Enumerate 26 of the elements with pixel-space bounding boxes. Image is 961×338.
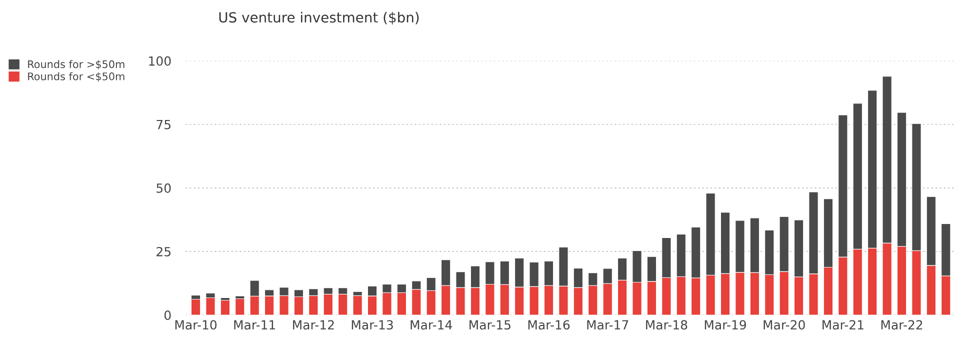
x-tick-label: Mar-22 <box>881 320 922 330</box>
x-tick-label: Mar-12 <box>293 320 334 330</box>
legend-label: Rounds for >$50m <box>28 60 124 70</box>
y-tick-label: 75 <box>156 120 170 130</box>
y-tick-label: 50 <box>156 183 171 193</box>
bar <box>220 300 230 316</box>
x-tick-label: Mar-17 <box>587 320 628 330</box>
chart-title: US venture investment ($bn) <box>219 12 419 24</box>
x-tick-label: Mar-14 <box>410 320 452 330</box>
x-tick-label: Mar-15 <box>470 320 510 330</box>
bar <box>352 295 362 316</box>
y-tick-label: 0 <box>164 310 171 320</box>
x-tick-label: Mar-20 <box>764 320 805 330</box>
x-tick-label: Mar-21 <box>822 320 864 330</box>
x-tick-label: Mar-19 <box>704 320 746 330</box>
bar <box>190 298 201 316</box>
x-tick-label: Mar-16 <box>528 320 570 330</box>
y-tick-label: 25 <box>156 246 170 256</box>
x-tick-label: Mar-11 <box>234 320 276 330</box>
y-tick-label: 100 <box>149 56 171 66</box>
legend-label: Rounds for <$50m <box>28 72 124 82</box>
bar <box>235 298 245 316</box>
x-tick-label: Mar-13 <box>352 320 393 330</box>
x-tick-label: Mar-10 <box>175 320 217 330</box>
bar <box>206 297 216 316</box>
x-tick-label: Mar-18 <box>646 320 688 330</box>
